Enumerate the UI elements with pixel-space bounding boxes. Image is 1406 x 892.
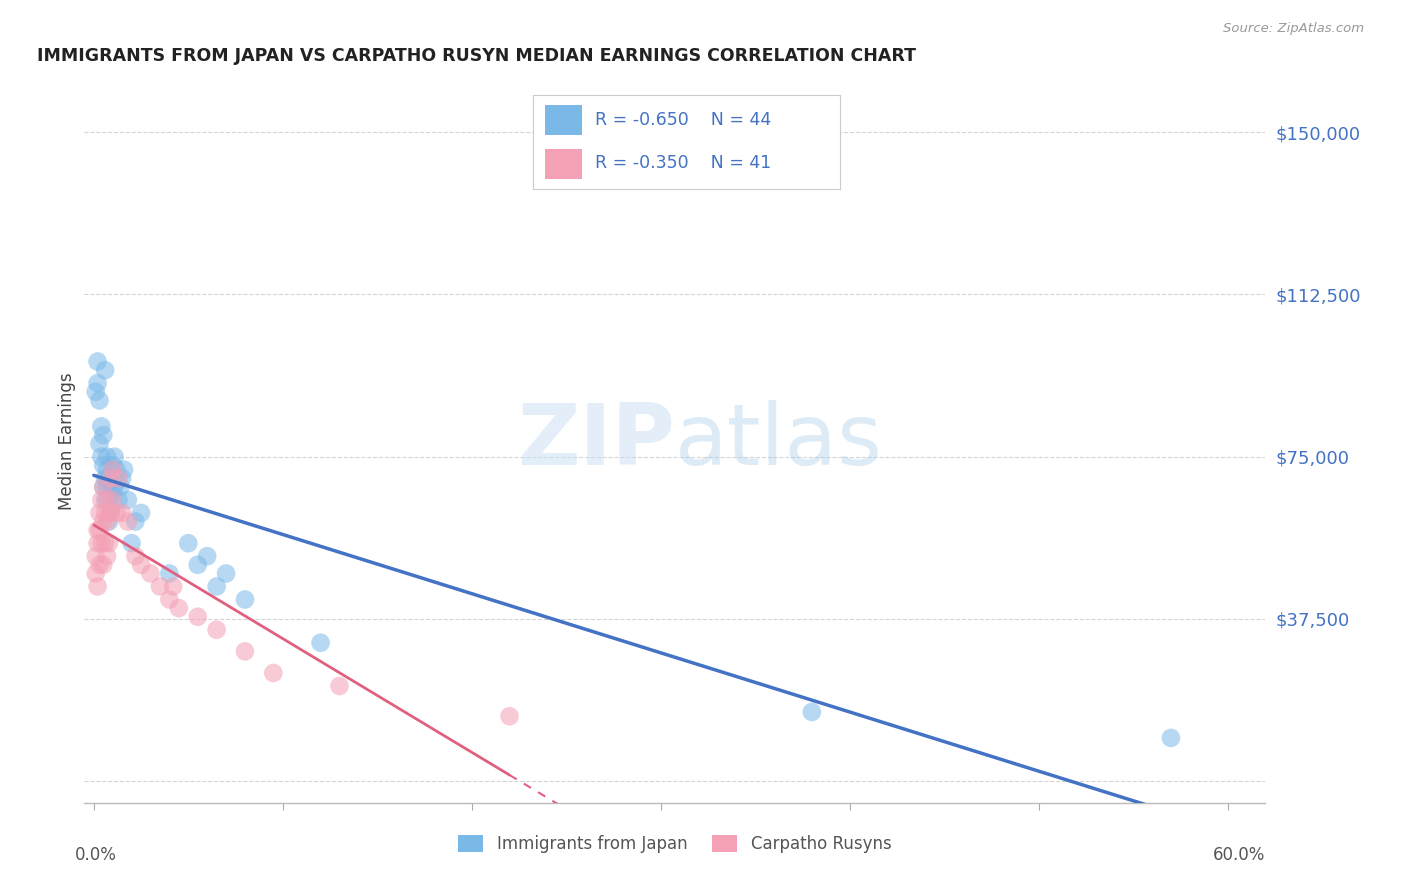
- Point: [84, 549, 107, 564]
- Point: [129, 506, 152, 520]
- Text: atlas: atlas: [675, 400, 883, 483]
- Point: [86, 536, 108, 550]
- Point: [105, 506, 128, 520]
- Point: [91, 480, 114, 494]
- Point: [94, 492, 117, 507]
- Point: [89, 506, 111, 520]
- Point: [96, 450, 118, 464]
- Point: [162, 579, 184, 593]
- Point: [117, 515, 139, 529]
- Point: [97, 536, 120, 550]
- Point: [233, 644, 256, 658]
- Point: [233, 592, 256, 607]
- Point: [100, 480, 122, 494]
- Point: [157, 592, 180, 607]
- Text: IMMIGRANTS FROM JAPAN VS CARPATHO RUSYN MEDIAN EARNINGS CORRELATION CHART: IMMIGRANTS FROM JAPAN VS CARPATHO RUSYN …: [37, 47, 917, 65]
- Point: [111, 471, 134, 485]
- Point: [167, 601, 190, 615]
- Point: [111, 506, 134, 520]
- Point: [91, 458, 114, 473]
- Point: [309, 636, 332, 650]
- Text: Source: ZipAtlas.com: Source: ZipAtlas.com: [1223, 22, 1364, 36]
- Point: [86, 579, 108, 593]
- Point: [94, 471, 117, 485]
- Point: [89, 436, 111, 450]
- Point: [139, 566, 162, 581]
- Point: [112, 463, 135, 477]
- Point: [84, 384, 107, 399]
- Point: [1160, 731, 1182, 745]
- Point: [328, 679, 350, 693]
- Point: [149, 579, 172, 593]
- Point: [101, 492, 124, 507]
- Text: ZIP: ZIP: [517, 400, 675, 483]
- Point: [94, 536, 117, 550]
- Point: [215, 566, 238, 581]
- Point: [177, 536, 200, 550]
- Point: [97, 471, 120, 485]
- Point: [96, 492, 118, 507]
- Point: [101, 463, 124, 477]
- Point: [97, 506, 120, 520]
- Point: [89, 523, 111, 537]
- Point: [89, 393, 111, 408]
- Point: [800, 705, 823, 719]
- Point: [90, 536, 112, 550]
- Point: [84, 566, 107, 581]
- Point: [91, 558, 114, 572]
- Point: [157, 566, 180, 581]
- Point: [96, 515, 118, 529]
- Point: [205, 579, 228, 593]
- Point: [107, 471, 129, 485]
- Point: [104, 450, 127, 464]
- Point: [89, 558, 111, 572]
- Point: [107, 492, 129, 507]
- Point: [100, 501, 122, 516]
- Point: [96, 480, 118, 494]
- Point: [100, 506, 122, 520]
- Point: [97, 492, 120, 507]
- Legend: Immigrants from Japan, Carpatho Rusyns: Immigrants from Japan, Carpatho Rusyns: [451, 828, 898, 860]
- Point: [117, 492, 139, 507]
- Point: [195, 549, 218, 564]
- Point: [86, 523, 108, 537]
- Point: [121, 536, 143, 550]
- Point: [205, 623, 228, 637]
- Point: [91, 428, 114, 442]
- Point: [86, 354, 108, 368]
- Point: [90, 492, 112, 507]
- Point: [94, 363, 117, 377]
- Text: 0.0%: 0.0%: [75, 847, 117, 864]
- Point: [97, 515, 120, 529]
- Text: 60.0%: 60.0%: [1213, 847, 1265, 864]
- Point: [187, 609, 209, 624]
- Point: [105, 463, 128, 477]
- Point: [104, 480, 127, 494]
- Point: [91, 480, 114, 494]
- Point: [101, 484, 124, 499]
- Point: [100, 471, 122, 485]
- Point: [96, 549, 118, 564]
- Point: [90, 419, 112, 434]
- Point: [498, 709, 520, 723]
- Point: [129, 558, 152, 572]
- Point: [124, 549, 146, 564]
- Point: [124, 515, 146, 529]
- Y-axis label: Median Earnings: Median Earnings: [58, 373, 76, 510]
- Point: [101, 458, 124, 473]
- Point: [96, 463, 118, 477]
- Point: [90, 450, 112, 464]
- Point: [187, 558, 209, 572]
- Point: [86, 376, 108, 391]
- Point: [262, 665, 284, 680]
- Point: [91, 515, 114, 529]
- Point: [94, 506, 117, 520]
- Point: [110, 480, 132, 494]
